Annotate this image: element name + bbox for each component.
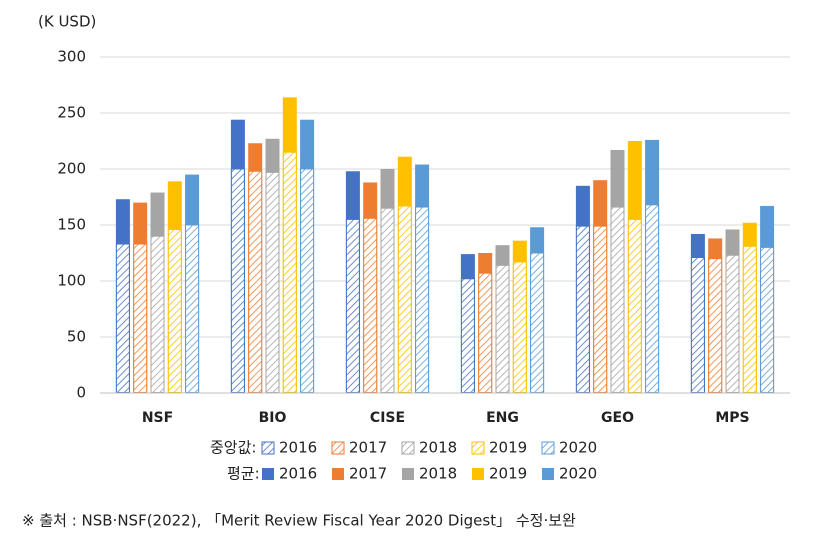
legend-label: 2016 xyxy=(279,465,317,483)
bar-median xyxy=(593,225,608,393)
legend-swatch xyxy=(472,468,484,480)
bar-median xyxy=(627,218,642,393)
legend-swatch xyxy=(471,441,485,455)
bar-median xyxy=(363,217,378,393)
bar-median xyxy=(415,206,430,393)
legend-label: 2017 xyxy=(349,439,387,457)
bar-median xyxy=(150,235,165,393)
x-tick-label: MPS xyxy=(715,410,749,426)
legend-label: 2019 xyxy=(489,439,527,457)
legend-swatch xyxy=(331,441,345,455)
legend-swatch xyxy=(541,441,555,455)
legend-label: 2020 xyxy=(559,439,597,457)
x-tick-label: BIO xyxy=(259,410,287,426)
bar-median xyxy=(742,245,757,393)
bar-median xyxy=(397,205,412,393)
bar-median xyxy=(133,243,148,393)
bar-median xyxy=(300,168,315,393)
bar-median xyxy=(115,243,130,393)
bar-median xyxy=(167,228,182,393)
legend-group-label: 중앙값: xyxy=(210,439,256,457)
bar-median xyxy=(248,170,263,393)
legend-label: 2017 xyxy=(349,465,387,483)
legend-swatch xyxy=(401,441,415,455)
legend-label: 2018 xyxy=(419,465,457,483)
bar-median xyxy=(380,207,395,393)
legend-label: 2016 xyxy=(279,439,317,457)
bar-median xyxy=(230,168,245,393)
y-tick-label: 50 xyxy=(67,328,86,346)
bar-median xyxy=(478,272,493,393)
y-tick-label: 100 xyxy=(57,272,86,290)
bar-median xyxy=(345,218,360,393)
x-tick-label: CISE xyxy=(370,410,405,426)
bar-median xyxy=(610,206,625,393)
bar-median xyxy=(690,256,705,394)
legend-swatch xyxy=(332,468,344,480)
bar-median xyxy=(460,278,475,394)
y-axis-label: (K USD) xyxy=(38,13,96,31)
y-tick-label: 300 xyxy=(57,48,86,66)
legend-label: 2018 xyxy=(419,439,457,457)
bar-median xyxy=(530,252,545,393)
bar-median xyxy=(708,258,723,393)
legend-swatch xyxy=(402,468,414,480)
bar-median xyxy=(645,204,660,393)
bar-median xyxy=(185,224,200,393)
legend-swatch xyxy=(261,441,275,455)
y-tick-label: 0 xyxy=(76,384,86,402)
bar-median xyxy=(760,246,775,393)
bar-median xyxy=(495,264,510,394)
x-tick-label: ENG xyxy=(486,410,519,426)
bar-median xyxy=(282,151,297,393)
legend-swatch xyxy=(262,468,274,480)
bar-median xyxy=(575,225,590,393)
y-tick-label: 200 xyxy=(57,160,86,178)
y-tick-label: 250 xyxy=(57,104,86,122)
bar-median xyxy=(265,171,280,393)
source-note: ※ 출처 : NSB·NSF(2022), 「Merit Review Fisc… xyxy=(22,512,576,530)
x-tick-label: NSF xyxy=(142,410,173,426)
bar-median xyxy=(725,254,740,393)
bar-median xyxy=(512,261,527,393)
legend-group-label: 평균: xyxy=(227,465,260,483)
x-tick-label: GEO xyxy=(601,410,634,426)
y-tick-label: 150 xyxy=(57,216,86,234)
legend-swatch xyxy=(542,468,554,480)
legend-label: 2020 xyxy=(559,465,597,483)
legend-label: 2019 xyxy=(489,465,527,483)
